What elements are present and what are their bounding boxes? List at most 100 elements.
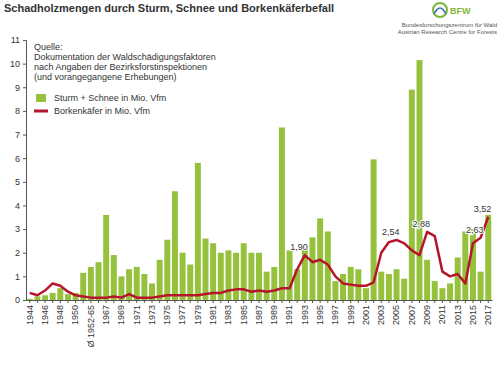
- y-tick-label: 4: [15, 201, 20, 211]
- x-tick-mark: [159, 300, 160, 303]
- legend-label: Sturm + Schnee in Mio. Vfm: [54, 93, 166, 103]
- x-tick: 1989: [269, 300, 279, 325]
- y-tick-label: 9: [15, 83, 20, 93]
- bar: [416, 60, 422, 300]
- x-tick-mark: [297, 300, 298, 303]
- bar: [424, 260, 430, 300]
- bar: [180, 253, 186, 300]
- x-tick-mark: [350, 300, 351, 303]
- legend: Sturm + Schnee in Mio. VfmBorkenkäfer in…: [34, 93, 166, 116]
- source-text: nach Angaben der Bezirksforstinspektione…: [34, 62, 207, 72]
- x-tick-mark: [236, 300, 237, 303]
- y-tick-mark: [23, 253, 26, 254]
- y-tick-label: 11: [11, 35, 20, 45]
- x-tick-mark: [434, 300, 435, 303]
- x-tick-mark: [136, 300, 137, 303]
- x-tick-label: 1985: [239, 305, 249, 325]
- x-tick-label: 1995: [315, 305, 325, 325]
- x-tick-mark: [411, 300, 412, 303]
- bar: [378, 272, 384, 300]
- x-tick: Ø 1952-65: [86, 300, 96, 348]
- x-tick-mark: [365, 300, 366, 303]
- x-tick-mark: [472, 300, 473, 303]
- data-labels: 1,902,542,882,633,52: [290, 204, 491, 252]
- x-tick: [67, 300, 68, 303]
- x-tick-label: 2017: [483, 305, 493, 325]
- x-tick-mark: [320, 300, 321, 303]
- bar: [57, 288, 63, 300]
- x-tick: [388, 300, 389, 303]
- x-tick-label: 2009: [422, 305, 432, 325]
- x-tick-label: 1977: [177, 305, 187, 325]
- y-tick-label: 6: [15, 154, 20, 164]
- data-label: 2,54: [382, 227, 400, 237]
- source-text: Quelle:: [34, 42, 63, 52]
- x-tick-mark: [174, 300, 175, 303]
- x-tick-mark: [427, 300, 428, 303]
- bar: [287, 250, 293, 300]
- bar: [271, 267, 277, 300]
- logo-icon-arc: [434, 8, 446, 14]
- x-tick: 1997: [330, 300, 340, 325]
- x-tick: 2005: [391, 300, 401, 325]
- bar: [111, 255, 117, 300]
- bar: [210, 243, 216, 300]
- x-tick-mark: [419, 300, 420, 303]
- x-tick-label: 1946: [40, 305, 50, 325]
- bar: [386, 274, 392, 300]
- x-tick-mark: [129, 300, 130, 303]
- x-tick-mark: [167, 300, 168, 303]
- y-tick-label: 2: [15, 248, 20, 258]
- x-tick-label: 1969: [116, 305, 126, 325]
- x-tick-mark: [465, 300, 466, 303]
- x-tick-mark: [182, 300, 183, 303]
- x-tick-mark: [243, 300, 244, 303]
- y-tick-mark: [23, 276, 26, 277]
- x-tick-label: 1979: [193, 305, 203, 325]
- x-tick-mark: [60, 300, 61, 303]
- x-tick: 1946: [40, 300, 50, 325]
- chart: Schadholzmengen durch Sturm, Schnee und …: [0, 0, 500, 365]
- x-tick-label: Ø 1952-65: [86, 305, 96, 348]
- x-tick-label: 2003: [376, 305, 386, 325]
- x-tick: [480, 300, 481, 303]
- x-tick: [465, 300, 466, 303]
- bar: [340, 274, 346, 300]
- bar: [103, 215, 109, 300]
- bar: [195, 163, 201, 300]
- bar: [233, 253, 239, 300]
- bar: [447, 283, 453, 300]
- bar: [141, 274, 147, 300]
- x-tick-label: 1987: [254, 305, 264, 325]
- x-tick-mark: [197, 300, 198, 303]
- y-tick: 9: [15, 83, 26, 93]
- x-tick-mark: [121, 300, 122, 303]
- bar: [241, 243, 247, 300]
- x-tick-label: 2013: [453, 305, 463, 325]
- y-tick-mark: [23, 158, 26, 159]
- x-tick-mark: [289, 300, 290, 303]
- x-tick-label: 2015: [468, 305, 478, 325]
- y-tick-mark: [23, 205, 26, 206]
- x-tick: 1969: [116, 300, 126, 325]
- x-tick-label: 1997: [330, 305, 340, 325]
- x-tick-label: 1991: [284, 305, 294, 325]
- x-tick: 1999: [346, 300, 356, 325]
- x-tick-label: 1948: [55, 305, 65, 325]
- x-tick: [312, 300, 313, 303]
- x-tick-label: 1999: [346, 305, 356, 325]
- y-tick-label: 3: [15, 224, 20, 234]
- x-tick: [434, 300, 435, 303]
- y-tick-mark: [23, 64, 26, 65]
- bar: [401, 279, 407, 300]
- y-tick-mark: [23, 111, 26, 112]
- x-tick: 1993: [300, 300, 310, 325]
- x-tick: 1950: [70, 300, 80, 325]
- bar: [332, 281, 338, 300]
- y-axis: 01234567891011: [10, 35, 27, 305]
- logo-text: BFW: [450, 6, 471, 16]
- bar: [439, 288, 445, 300]
- x-tick: 2001: [361, 300, 371, 325]
- x-tick-mark: [450, 300, 451, 303]
- x-tick-mark: [373, 300, 374, 303]
